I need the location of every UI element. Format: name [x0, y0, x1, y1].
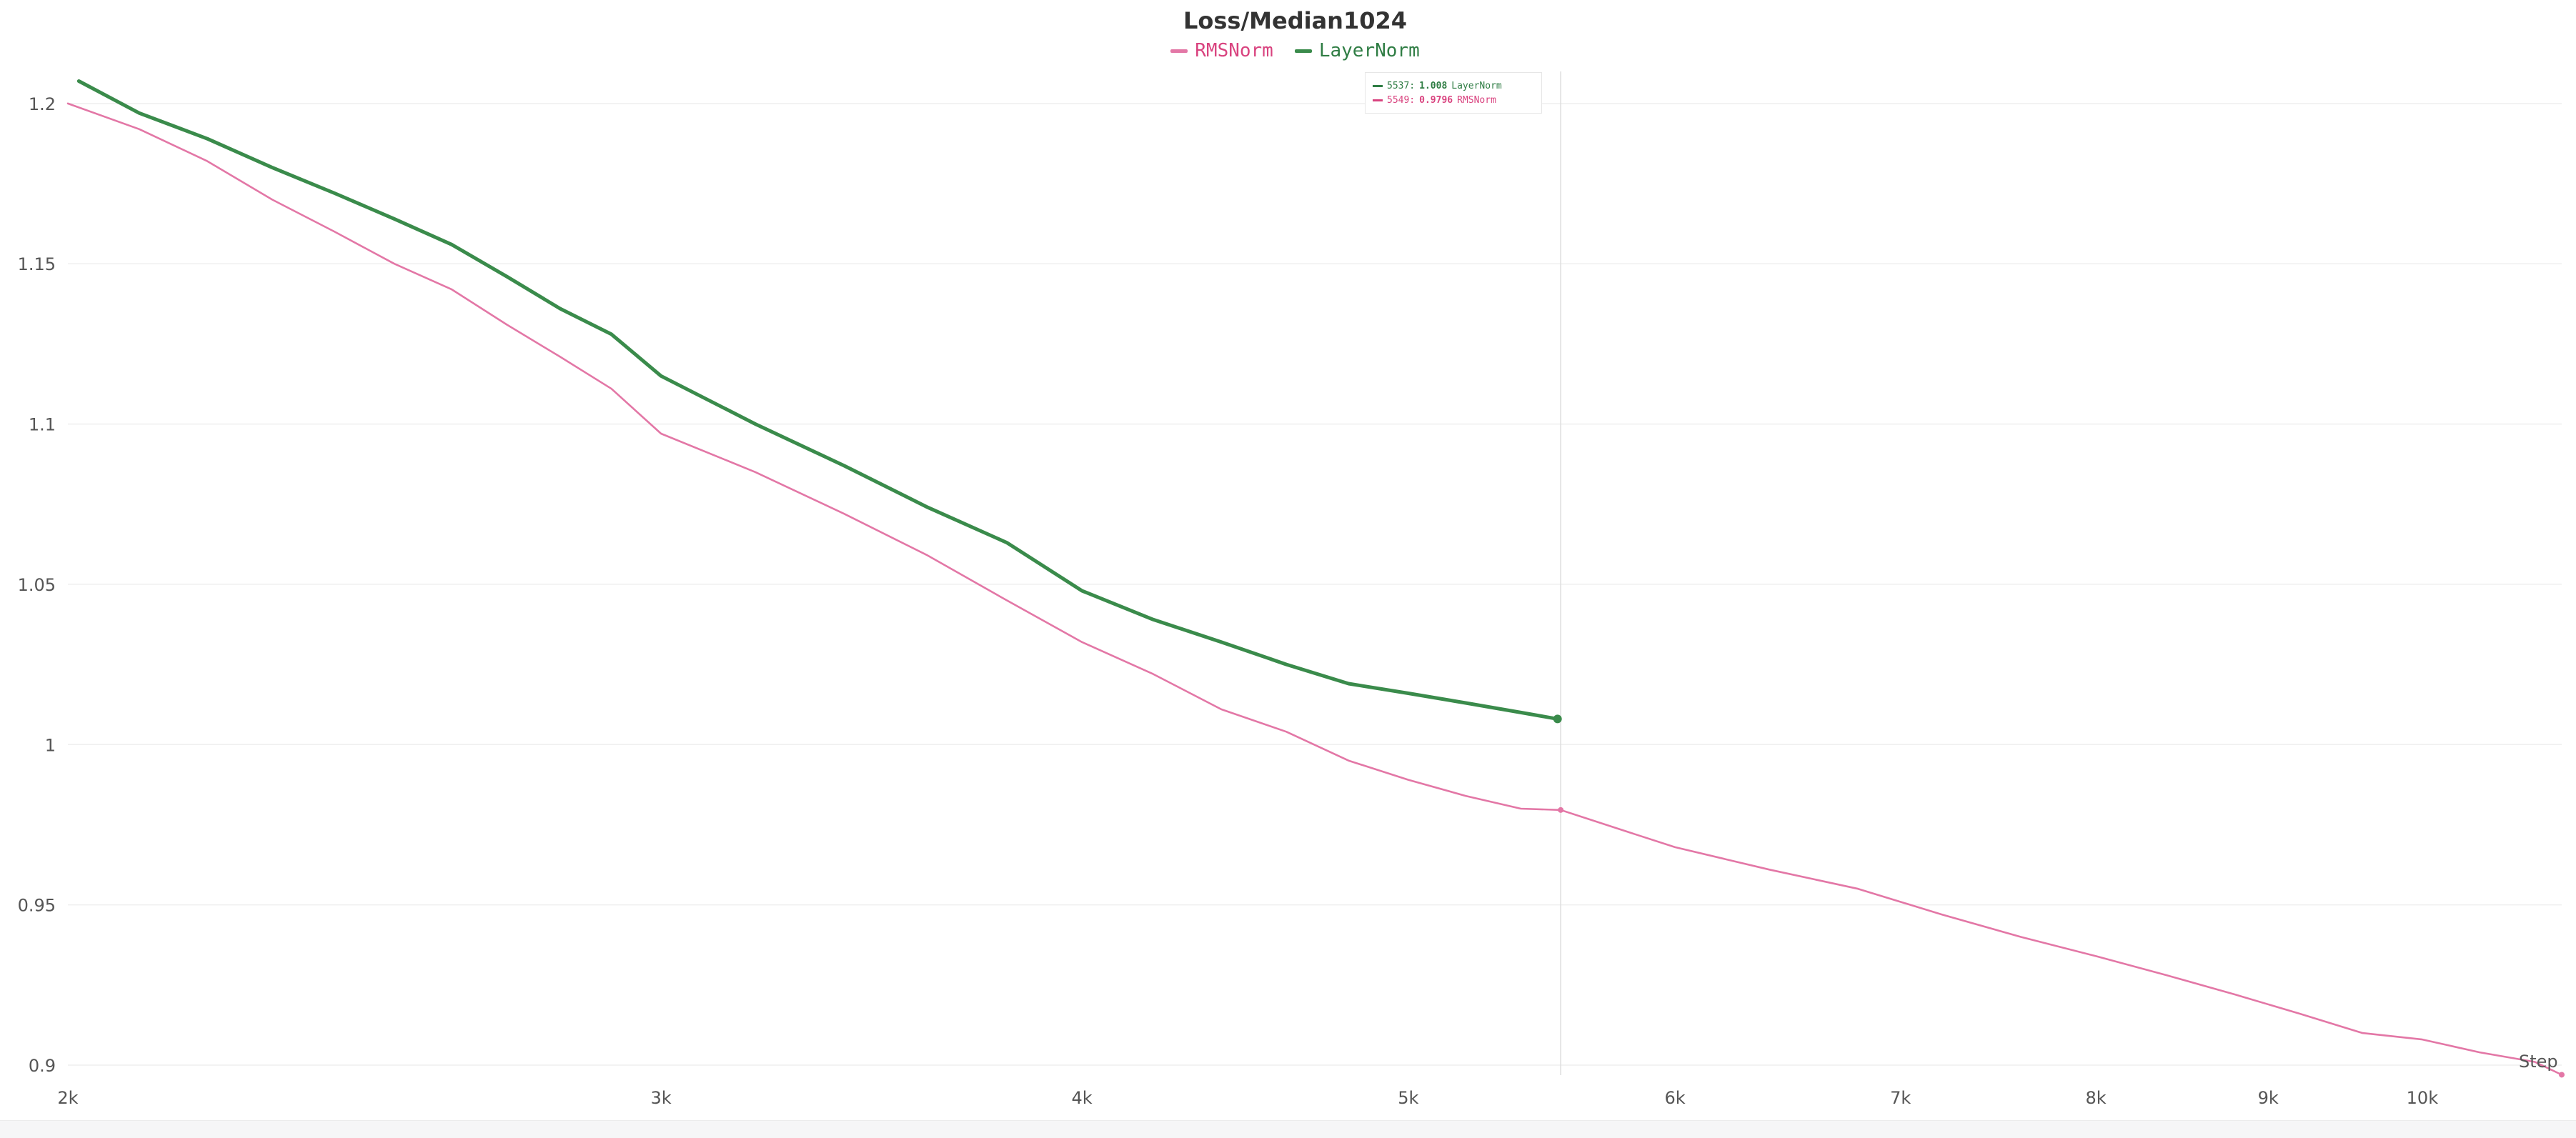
x-tick-label: 7k: [1890, 1088, 1911, 1108]
series-line-rmsnorm: [66, 102, 2563, 1076]
series-line-layernorm: [76, 79, 1560, 721]
legend-label-layernorm: LayerNorm: [1318, 40, 1420, 61]
tooltip-step-rmsnorm: 5549:: [1387, 94, 1416, 106]
series-end-point-rmsnorm: [2559, 1072, 2565, 1078]
tooltip-value-layernorm: 1.008: [1419, 80, 1448, 91]
x-tick-label: 2k: [57, 1088, 78, 1108]
x-tick-label: 4k: [1071, 1088, 1092, 1108]
x-tick-label: 9k: [2258, 1088, 2279, 1108]
y-tick-label: 1.1: [29, 415, 56, 435]
tooltip-row-rmsnorm: 5549: 0.9796 RMSNorm: [1373, 93, 1534, 107]
y-tick-label: 1: [45, 735, 56, 755]
tooltip-swatch-rmsnorm: [1373, 99, 1383, 101]
x-tick-label: 10k: [2407, 1088, 2439, 1108]
y-tick-label: 1.05: [18, 575, 56, 595]
tooltip-swatch-layernorm: [1373, 84, 1383, 87]
y-tick-label: 0.95: [18, 896, 56, 916]
chart-title: Loss/Median1024: [1183, 7, 1407, 34]
x-tick-label: 8k: [2085, 1088, 2106, 1108]
legend-swatch-rmsnorm: [1170, 49, 1188, 53]
legend-item-layernorm[interactable]: LayerNorm: [1294, 40, 1420, 61]
x-axis-label: Step: [2519, 1052, 2558, 1072]
y-tick-label: 0.9: [29, 1056, 56, 1076]
legend-swatch-layernorm: [1294, 49, 1312, 53]
tooltip-value-rmsnorm: 0.9796: [1419, 94, 1453, 106]
x-tick-label: 3k: [650, 1088, 671, 1108]
hover-tooltip: 5537: 1.008 LayerNorm 5549: 0.9796 RMSNo…: [1365, 72, 1542, 114]
legend: RMSNorm LayerNorm: [0, 40, 2576, 61]
tooltip-series-rmsnorm: RMSNorm: [1457, 94, 1496, 106]
y-tick-label: 1.2: [29, 94, 56, 114]
tooltip-step-layernorm: 5537:: [1387, 80, 1416, 91]
tooltip-row-layernorm: 5537: 1.008 LayerNorm: [1373, 79, 1534, 93]
x-tick-label: 5k: [1398, 1088, 1418, 1108]
hover-point-rmsnorm: [1558, 807, 1564, 813]
hover-point-layernorm: [1553, 714, 1562, 724]
y-tick-label: 1.15: [18, 254, 56, 274]
legend-label-rmsnorm: RMSNorm: [1195, 40, 1273, 61]
tooltip-series-layernorm: LayerNorm: [1451, 80, 1502, 91]
x-tick-label: 6k: [1665, 1088, 1686, 1108]
legend-item-rmsnorm[interactable]: RMSNorm: [1170, 40, 1273, 61]
footer-bar: [0, 1120, 2576, 1138]
